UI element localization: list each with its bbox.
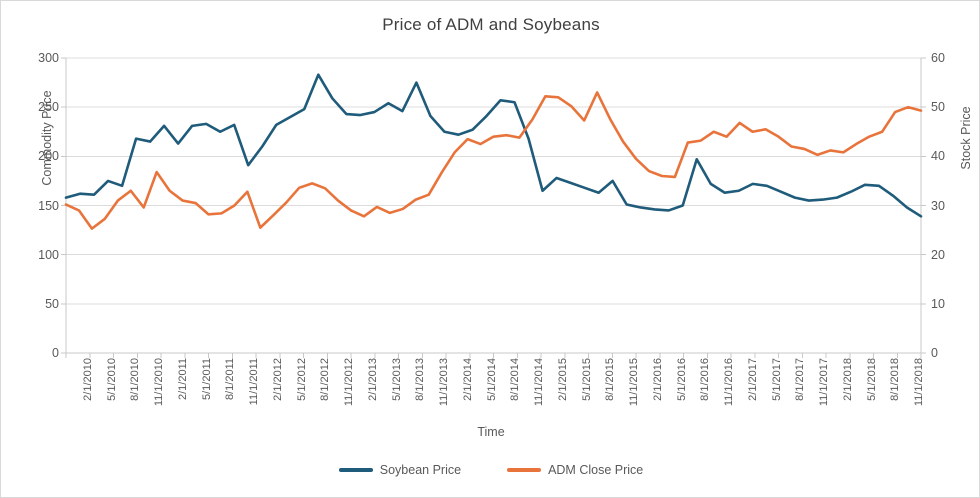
x-axis-tick: 2/1/2018 xyxy=(841,358,854,401)
y-axis-left-tick: 0 xyxy=(52,346,59,360)
y-axis-left-tick-labels: 0 50 100 150 200 250 300 xyxy=(19,1,59,497)
y-axis-right-tick-labels: 0 10 20 30 40 50 60 xyxy=(931,1,965,497)
x-axis-tick: 2/1/2010 xyxy=(81,358,94,401)
x-axis-tick: 2/1/2012 xyxy=(271,358,284,401)
x-axis-tick: 2/1/2014 xyxy=(461,358,474,401)
x-axis-tick: 11/1/2017 xyxy=(818,358,831,407)
x-axis-tick: 8/1/2018 xyxy=(889,358,902,401)
x-axis-tick: 8/1/2010 xyxy=(129,358,142,401)
x-axis-tick: 11/1/2013 xyxy=(438,358,451,407)
y-axis-right-tick: 0 xyxy=(931,346,938,360)
y-axis-right-tick: 40 xyxy=(931,149,945,164)
series-line-1 xyxy=(64,91,923,230)
series-line-0 xyxy=(64,73,923,218)
x-axis-tick: 5/1/2012 xyxy=(295,358,308,401)
x-axis-tick: 11/1/2016 xyxy=(723,358,736,407)
x-axis-tick: 2/1/2013 xyxy=(366,358,379,401)
y-axis-left-title: Commodity Price xyxy=(40,90,54,186)
x-axis-tick: 2/1/2015 xyxy=(556,358,569,401)
x-axis-tick: 11/1/2015 xyxy=(628,358,641,407)
legend-label: ADM Close Price xyxy=(548,463,644,477)
data-series xyxy=(64,73,923,230)
x-axis-tick: 11/1/2014 xyxy=(533,358,546,407)
y-axis-left-tick: 50 xyxy=(45,296,59,311)
x-axis-title: Time xyxy=(477,425,505,439)
x-axis-tick: 5/1/2016 xyxy=(675,358,688,401)
y-axis-right-tick: 60 xyxy=(931,51,945,65)
y-axis-right-tick: 50 xyxy=(931,100,945,115)
x-axis-tick-labels: 2/1/2010 5/1/2010 8/1/2010 11/1/2010 2/1/201… xyxy=(66,358,925,420)
y-axis-left-tick: 150 xyxy=(38,198,59,213)
x-axis-tick: 2/1/2017 xyxy=(746,358,759,401)
x-axis-tick: 8/1/2011 xyxy=(224,358,237,401)
y-axis-left-tick: 200 xyxy=(38,149,59,164)
x-axis-tick: 5/1/2010 xyxy=(105,358,118,401)
gridlines xyxy=(66,57,921,354)
x-axis-tick: 8/1/2014 xyxy=(509,358,522,401)
y-axis-left-tick: 300 xyxy=(38,51,59,65)
x-axis-tick: 5/1/2011 xyxy=(200,358,213,401)
y-axis-left-tick: 250 xyxy=(38,100,59,115)
x-axis-tick: 8/1/2016 xyxy=(699,358,712,401)
x-axis-tick: 11/1/2012 xyxy=(343,358,356,407)
y-axis-right-tick: 30 xyxy=(931,198,945,213)
legend-label: Soybean Price xyxy=(379,463,462,477)
x-axis-tick: 11/1/2010 xyxy=(153,358,166,407)
axis-lines xyxy=(61,57,926,358)
x-axis-tick: 5/1/2013 xyxy=(390,358,403,401)
legend-item[interactable]: Soybean Price xyxy=(338,463,462,477)
x-axis-tick: 2/1/2016 xyxy=(651,358,664,401)
x-axis-tick: 11/1/2018 xyxy=(913,358,926,407)
legend-item[interactable]: ADM Close Price xyxy=(507,463,643,477)
x-axis-tick: 8/1/2017 xyxy=(794,358,807,401)
x-axis-tick: 11/1/2011 xyxy=(248,358,261,406)
y-axis-right-tick: 20 xyxy=(931,247,945,262)
x-axis-tick: 2/1/2011 xyxy=(176,358,189,401)
y-axis-right-tick: 10 xyxy=(931,296,945,311)
x-axis-tick: 8/1/2013 xyxy=(414,358,427,401)
x-axis-tick: 5/1/2017 xyxy=(770,358,783,401)
y-axis-right-title: Stock Price xyxy=(959,106,973,170)
chart-legend: Soybean Price ADM Close Price xyxy=(1,463,979,477)
x-axis-tick: 8/1/2015 xyxy=(604,358,617,401)
x-axis-tick: 5/1/2014 xyxy=(485,358,498,401)
x-axis-tick: 5/1/2018 xyxy=(865,358,878,401)
plot-area xyxy=(61,57,926,358)
chart-title: Price of ADM and Soybeans xyxy=(382,15,600,34)
x-axis-tick: 5/1/2015 xyxy=(580,358,593,401)
legend-color-swatch xyxy=(338,468,373,472)
y-axis-left-tick: 100 xyxy=(38,247,59,262)
plot-svg xyxy=(61,57,926,358)
x-axis-tick: 8/1/2012 xyxy=(319,358,332,401)
legend-color-swatch xyxy=(507,468,542,472)
